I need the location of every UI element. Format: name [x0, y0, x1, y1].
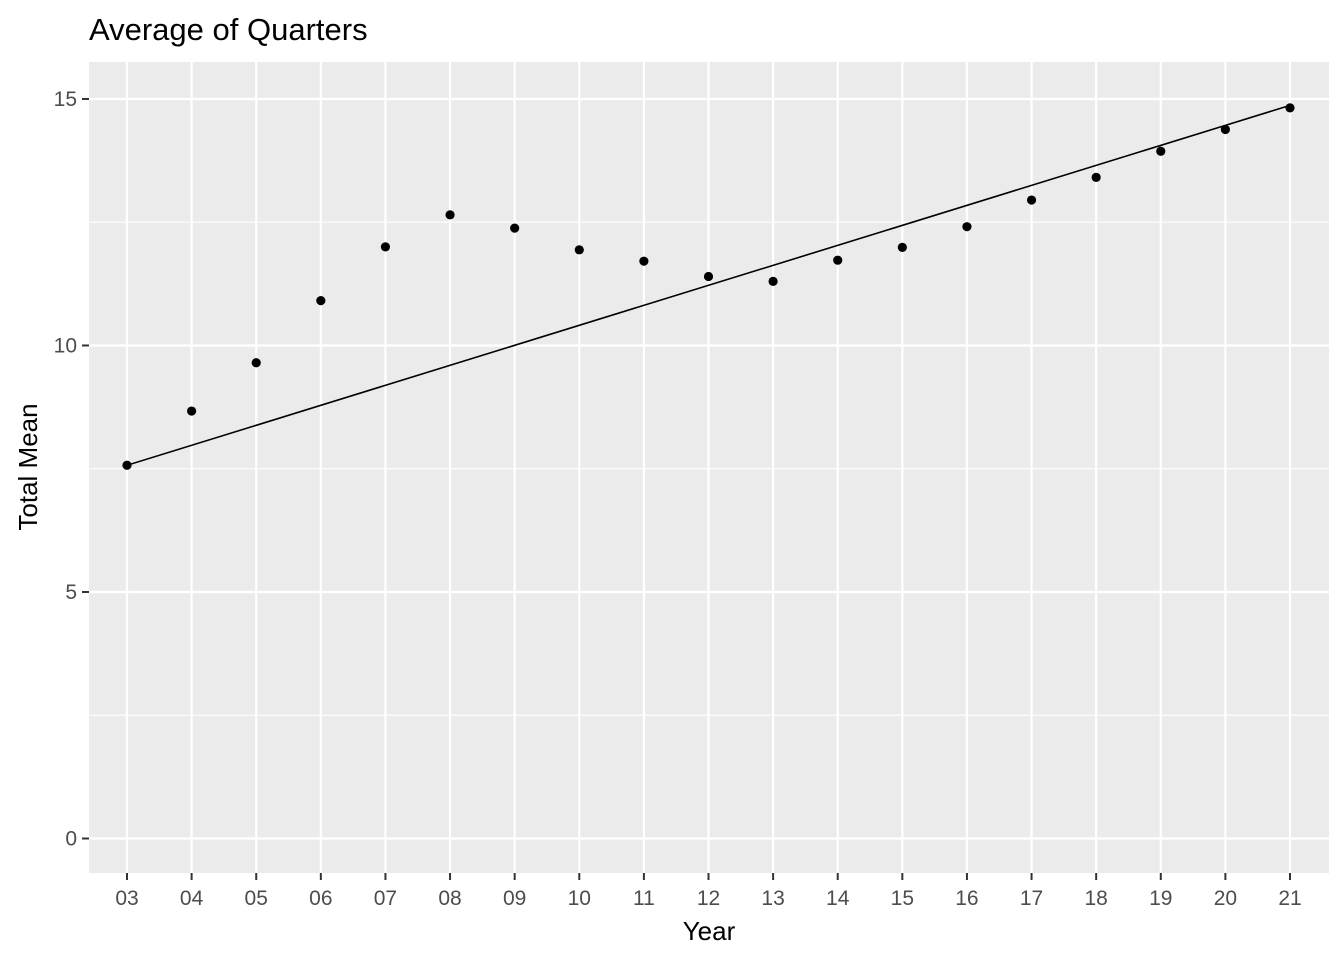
data-point	[122, 460, 132, 470]
data-point	[1091, 172, 1101, 182]
data-point	[1220, 124, 1230, 135]
data-point	[510, 223, 520, 233]
x-tick-label: 20	[1214, 887, 1237, 910]
y-tick-label: 15	[54, 88, 77, 111]
data-point	[639, 256, 649, 266]
data-point	[962, 222, 972, 232]
x-tick-label: 10	[568, 887, 591, 910]
x-axis-label: Year	[683, 916, 736, 946]
x-tick-label: 06	[309, 887, 332, 910]
x-tick-label: 03	[115, 887, 138, 910]
trend-line	[126, 104, 1291, 467]
x-tick-label: 09	[503, 887, 526, 910]
x-tick-label: 08	[438, 887, 461, 910]
data-point	[316, 296, 326, 306]
x-tick-label: 11	[633, 887, 655, 910]
data-point	[380, 242, 391, 252]
data-point	[768, 276, 778, 286]
x-tick-label: 13	[761, 887, 784, 910]
data-point	[574, 245, 584, 255]
trend-layer	[126, 104, 1291, 467]
x-tick-label: 21	[1278, 887, 1301, 910]
data-point	[1026, 195, 1037, 205]
x-tick-label: 19	[1149, 887, 1172, 910]
data-point	[1156, 146, 1166, 156]
y-tick-label: 10	[54, 334, 77, 357]
x-tick-label: 05	[245, 887, 268, 910]
data-point	[445, 210, 455, 220]
chart-title: Average of Quarters	[89, 12, 368, 47]
y-tick-label: 5	[65, 581, 77, 604]
data-point	[703, 271, 714, 282]
data-point	[833, 255, 843, 265]
x-tick-label: 16	[955, 887, 978, 910]
data-point	[251, 358, 261, 368]
x-tick-label: 18	[1084, 887, 1107, 910]
x-tick-label: 17	[1020, 887, 1043, 910]
major-gridlines	[89, 62, 1329, 873]
x-tick-label: 04	[180, 887, 204, 910]
y-axis-label: Total Mean	[13, 403, 43, 530]
y-axis: 0 5 10 15	[54, 88, 89, 850]
data-point	[897, 242, 907, 252]
points-layer	[122, 103, 1295, 470]
x-tick-label: 14	[826, 887, 850, 910]
data-point	[1285, 103, 1295, 113]
x-axis: 03 04 05 06 07 08 09 10 11 12 13 14 15 16 17 18 19 20 21	[115, 873, 1302, 910]
x-tick-label: 15	[891, 887, 914, 910]
x-tick-label: 12	[697, 887, 720, 910]
data-point	[187, 406, 197, 416]
y-tick-label: 0	[65, 827, 77, 850]
x-tick-label: 07	[374, 887, 397, 910]
